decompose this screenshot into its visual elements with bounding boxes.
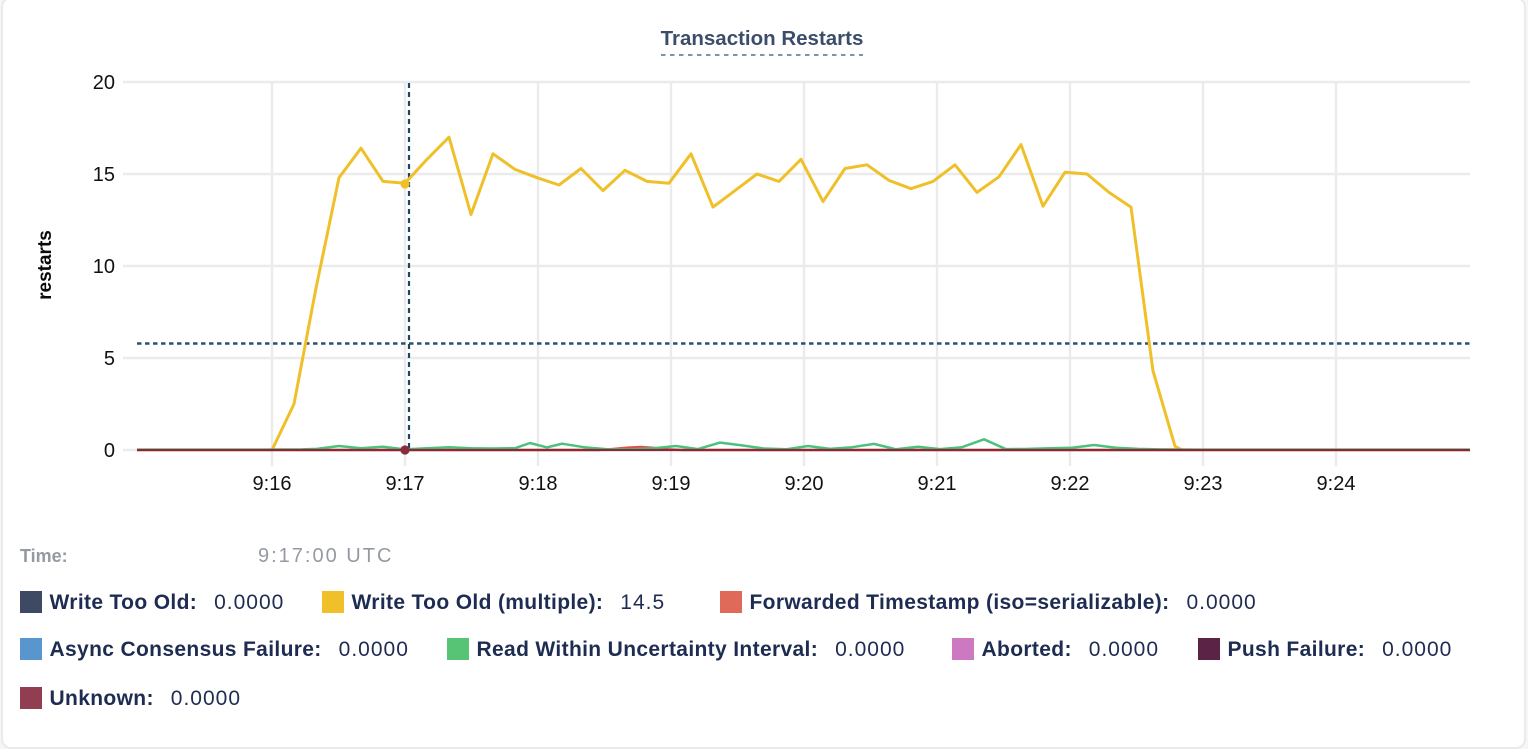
svg-text:20: 20 [93, 72, 115, 94]
svg-text:9:22: 9:22 [1051, 473, 1090, 495]
svg-text:restarts: restarts [35, 230, 56, 300]
svg-text:9:24: 9:24 [1317, 473, 1356, 495]
svg-text:9:19: 9:19 [652, 473, 691, 495]
svg-text:15: 15 [93, 164, 115, 186]
svg-text:0: 0 [104, 440, 115, 462]
svg-text:5: 5 [104, 348, 115, 370]
svg-text:9:16: 9:16 [253, 473, 292, 495]
svg-text:9:17: 9:17 [386, 473, 425, 495]
svg-text:10: 10 [93, 256, 115, 278]
svg-text:9:21: 9:21 [918, 473, 957, 495]
svg-text:9:20: 9:20 [785, 473, 824, 495]
svg-text:9:18: 9:18 [519, 473, 558, 495]
svg-text:9:23: 9:23 [1184, 473, 1223, 495]
